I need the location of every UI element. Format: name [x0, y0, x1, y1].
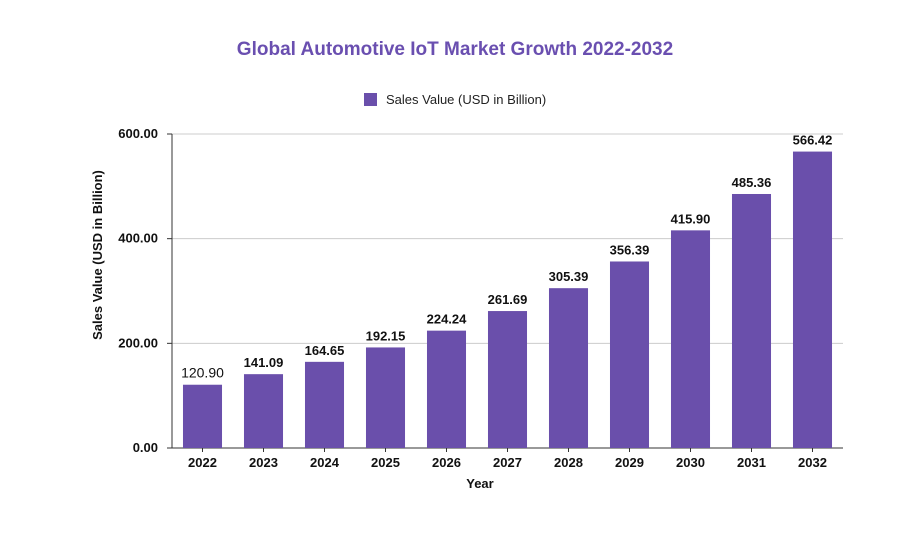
y-axis-title: Sales Value (USD in Billion)	[90, 170, 105, 340]
x-tick-label-2031: 2031	[737, 455, 766, 470]
y-tick-label: 200.00	[118, 335, 158, 350]
data-label-2032: 566.42	[793, 133, 833, 148]
data-label-2027: 261.69	[488, 292, 528, 307]
data-label-2023: 141.09	[244, 355, 284, 370]
y-tick-labels: 0.00 200.00 400.00 600.00	[118, 126, 158, 455]
x-tick-label-2026: 2026	[432, 455, 461, 470]
data-label-2025: 192.15	[366, 328, 406, 343]
x-tick-label-2032: 2032	[798, 455, 827, 470]
bar-2027	[487, 311, 528, 448]
legend: Sales Value (USD in Billion)	[364, 92, 546, 107]
data-label-2030: 415.90	[671, 211, 711, 226]
bar-2031	[731, 193, 772, 448]
x-tick-label-2022: 2022	[188, 455, 217, 470]
data-label-2028: 305.39	[549, 269, 589, 284]
bar-2022	[182, 384, 223, 448]
y-tick-label: 600.00	[118, 126, 158, 141]
bar-2026	[426, 330, 467, 448]
bar-2029	[609, 261, 650, 448]
x-tick-label-2023: 2023	[249, 455, 278, 470]
y-tick-label: 400.00	[118, 231, 158, 246]
x-tick-label-2024: 2024	[310, 455, 340, 470]
x-tick-label-2027: 2027	[493, 455, 522, 470]
data-label-2031: 485.36	[732, 175, 772, 190]
x-tick-label-2030: 2030	[676, 455, 705, 470]
data-label-2026: 224.24	[427, 312, 468, 327]
data-label-2024: 164.65	[305, 343, 345, 358]
x-tick-label-2029: 2029	[615, 455, 644, 470]
legend-label: Sales Value (USD in Billion)	[386, 92, 546, 107]
x-axis-title: Year	[466, 476, 493, 491]
data-label-2022: 120.90	[181, 365, 224, 381]
y-tick-label: 0.00	[133, 440, 158, 455]
bar-2024	[304, 361, 345, 448]
data-label-2029: 356.39	[610, 242, 650, 257]
x-tick-label-2028: 2028	[554, 455, 583, 470]
bar-2032	[792, 151, 833, 448]
x-tick-label-2025: 2025	[371, 455, 400, 470]
bar-2023	[243, 374, 284, 448]
chart-title: Global Automotive IoT Market Growth 2022…	[237, 39, 673, 60]
bars	[182, 151, 833, 448]
data-labels: 120.90 141.09 164.65 192.15 224.24 261.69 305.…	[181, 133, 832, 381]
x-tick-labels: 2022 2023 2024 2025 2026 2027 2028 2029 2030 2031…	[188, 455, 827, 470]
bar-2030	[670, 230, 711, 448]
bar-2028	[548, 288, 589, 448]
bar-2025	[365, 347, 406, 448]
legend-swatch	[364, 93, 377, 106]
